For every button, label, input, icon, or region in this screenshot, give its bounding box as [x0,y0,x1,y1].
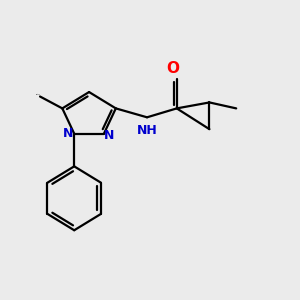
Text: N: N [62,127,73,140]
Text: O: O [166,61,179,76]
Text: N: N [104,129,115,142]
Text: NH: NH [137,124,158,137]
Text: methyl: methyl [36,94,41,95]
